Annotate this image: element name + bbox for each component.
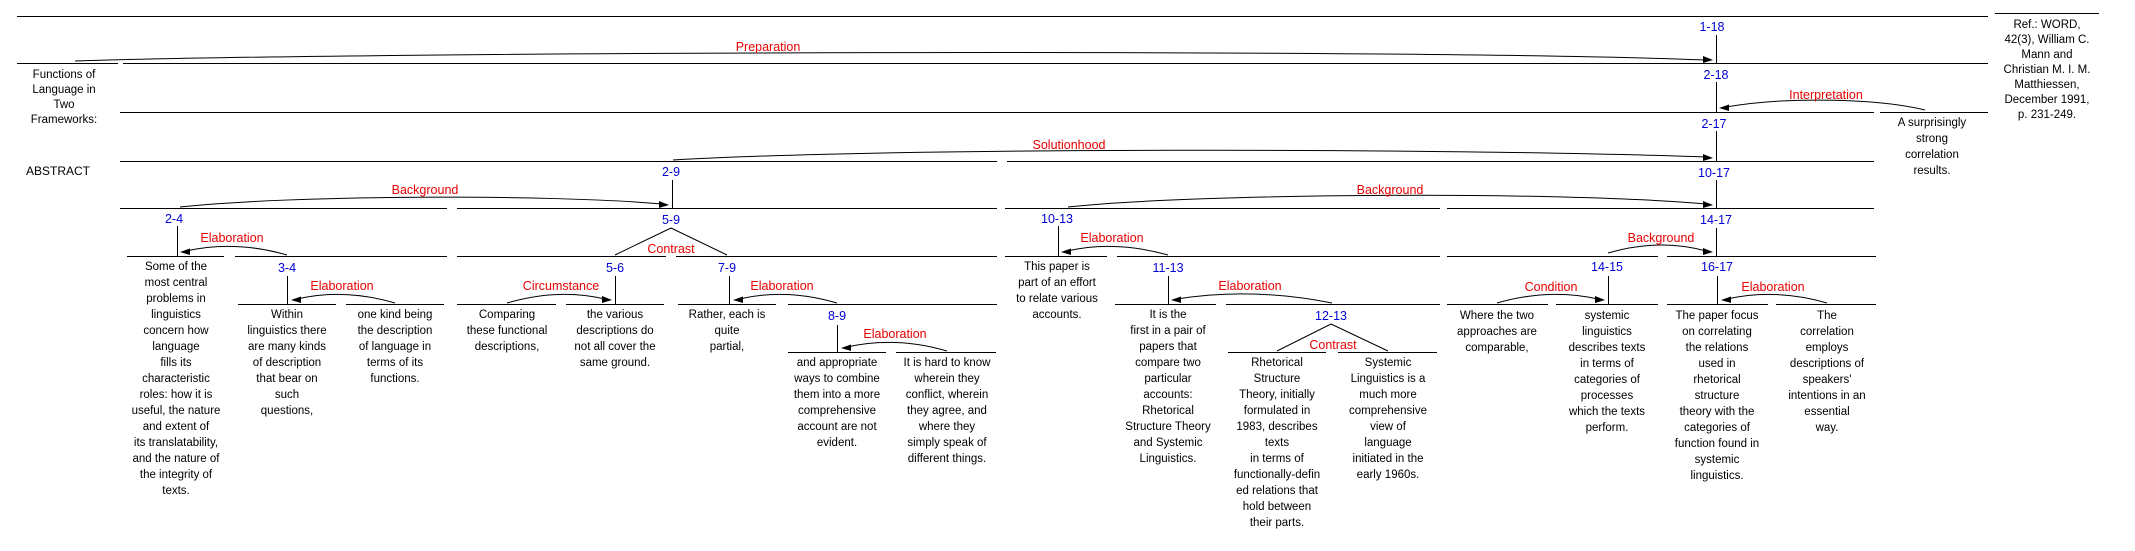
segment-unit-10: This paper is part of an effort to relat…	[1016, 261, 1098, 321]
title-segment: Functions of Language in Two Frameworks:	[30, 69, 98, 126]
span-label-14-15: 14-15	[1591, 260, 1623, 274]
relation-label-condition: Condition	[1524, 280, 1578, 294]
relation-label-contrast-5-9: Contrast	[647, 242, 695, 256]
segment-unit-5: Comparing these functional descriptions,	[466, 309, 548, 353]
span-label-11-13: 11-13	[1152, 261, 1184, 275]
span-label-2-17: 2-17	[1701, 117, 1727, 131]
relation-label-elaboration-2-4: Elaboration	[200, 231, 264, 245]
arc-elaboration-10-13	[1066, 245, 1169, 256]
arc-background-left	[179, 196, 663, 208]
arc-background-mid-right	[1607, 244, 1707, 254]
relation-label-preparation: Preparation	[735, 40, 801, 54]
segment-unit-4: one kind being the description of langua…	[357, 309, 433, 385]
relation-label-elaboration-7-9: Elaboration	[750, 279, 814, 293]
segment-unit-7: Rather, each is quite partial,	[688, 309, 766, 353]
relation-label-background-left: Background	[391, 183, 459, 197]
arc-solutionhood	[672, 149, 1707, 161]
span-label-2-4: 2-4	[164, 212, 184, 226]
relation-label-elaboration-10-13: Elaboration	[1080, 231, 1144, 245]
segment-unit-17: The correlation employs descriptions of …	[1788, 310, 1866, 434]
arc-elaboration-3-4	[296, 293, 396, 304]
segment-unit-11: It is the first in a pair of papers that…	[1125, 309, 1211, 465]
span-label-8-9: 8-9	[827, 309, 847, 323]
relation-label-background-mid-right: Background	[1627, 231, 1695, 245]
relation-label-elaboration-3-4: Elaboration	[310, 279, 374, 293]
arc-elaboration-8-9	[846, 341, 948, 352]
segment-unit-9: It is hard to know wherein they conflict…	[903, 357, 991, 465]
arc-elaboration-11-13	[1176, 293, 1333, 304]
span-label-5-6: 5-6	[605, 261, 625, 275]
contrast-legs-12-13	[1276, 323, 1389, 352]
segment-unit-13: Systemic Linguistics is a much more comp…	[1349, 357, 1427, 481]
arc-interpretation	[1725, 99, 1926, 111]
arc-preparation	[74, 52, 1707, 62]
abstract-label: ABSTRACT	[26, 164, 91, 178]
relation-label-circumstance: Circumstance	[522, 279, 600, 293]
span-label-2-9: 2-9	[661, 165, 681, 179]
segment-unit-3: Within linguistics there are many kinds …	[247, 309, 327, 417]
segment-unit-2: Some of the most central problems in lin…	[131, 261, 221, 497]
arc-background-right	[1067, 194, 1707, 208]
span-label-7-9: 7-9	[717, 261, 737, 275]
span-label-10-17: 10-17	[1698, 166, 1730, 180]
arc-elaboration-16-17	[1726, 293, 1828, 304]
segment-unit-16: The paper focus on correlating the relat…	[1674, 310, 1760, 482]
span-label-2-18: 2-18	[1703, 68, 1729, 82]
relation-label-interpretation: Interpretation	[1789, 88, 1863, 102]
span-label-1-18: 1-18	[1699, 20, 1725, 34]
relation-label-elaboration-16-17: Elaboration	[1741, 280, 1805, 294]
segment-unit-12: Rhetorical Structure Theory, initially f…	[1233, 357, 1321, 529]
relation-label-elaboration-8-9: Elaboration	[863, 327, 927, 341]
segment-unit-8: and appropriate ways to combine them int…	[793, 357, 881, 449]
arc-elaboration-2-4	[185, 245, 288, 256]
arc-circumstance	[506, 293, 606, 304]
relation-label-background-right: Background	[1356, 183, 1424, 197]
reference-note: Ref.: WORD, 42(3), William C. Mann and C…	[2003, 19, 2091, 121]
nucleus-verticals	[177, 35, 1718, 352]
arc-condition	[1496, 293, 1599, 304]
span-label-16-17: 16-17	[1701, 260, 1733, 274]
span-label-10-13: 10-13	[1041, 212, 1073, 226]
relation-arrowheads	[180, 56, 1731, 351]
relation-label-contrast-12-13: Contrast	[1309, 338, 1357, 352]
relation-label-elaboration-11-13: Elaboration	[1218, 279, 1282, 293]
span-label-12-13: 12-13	[1315, 309, 1347, 323]
segment-unit-6: the various descriptions do not all cove…	[574, 309, 656, 369]
contrast-legs-5-9	[614, 227, 728, 256]
arc-elaboration-7-9	[738, 293, 838, 304]
span-label-3-4: 3-4	[277, 261, 297, 275]
segment-unit-14: Where the two approaches are comparable,	[1457, 310, 1537, 354]
relation-label-solutionhood: Solutionhood	[1032, 138, 1106, 152]
span-label-14-17: 14-17	[1700, 213, 1732, 227]
span-label-5-9: 5-9	[661, 213, 681, 227]
segment-unit-18: A surprisingly strong correlation result…	[1897, 117, 1967, 177]
segment-unit-15: systemic linguistics describes texts in …	[1568, 310, 1646, 434]
